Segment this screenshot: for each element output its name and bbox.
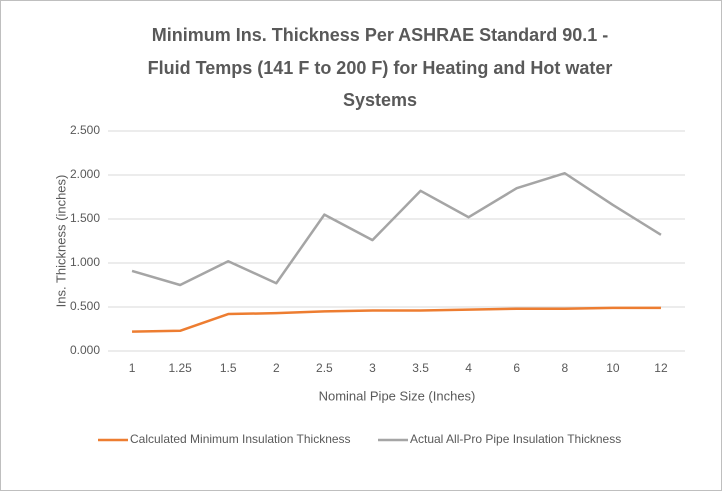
data-line [131,171,662,287]
x-tick-label: 3.5 [412,361,429,375]
data-line [132,306,661,333]
y-tick-label: 1.500 [70,211,100,225]
y-tick-label: 2.000 [70,167,100,181]
x-tick-label: 12 [654,361,668,375]
x-tick-label: 4 [465,361,472,375]
x-tick-label: 2.5 [316,361,333,375]
y-tick-label: 0.000 [70,343,100,357]
chart-title: Minimum Ins. Thickness Per ASHRAE Standa… [152,25,608,45]
x-tick-label: 2 [273,361,280,375]
legend-label: Actual All-Pro Pipe Insulation Thickness [410,432,621,446]
chart-title: Systems [343,90,417,110]
x-tick-label: 10 [606,361,620,375]
y-tick-label: 0.500 [70,299,100,313]
x-tick-label: 1.25 [168,361,192,375]
legend-label: Calculated Minimum Insulation Thickness [130,432,351,446]
x-tick-label: 8 [561,361,568,375]
x-tick-label: 1 [129,361,136,375]
x-tick-label: 3 [369,361,376,375]
y-axis-label: Ins. Thickness (inches) [53,175,68,308]
y-tick-label: 1.000 [70,255,100,269]
x-tick-label: 6 [513,361,520,375]
y-tick-label: 2.500 [70,123,100,137]
x-axis-label: Nominal Pipe Size (Inches) [319,388,476,403]
chart-title: Fluid Temps (141 F to 200 F) for Heating… [148,58,613,78]
x-tick-label: 1.5 [220,361,237,375]
